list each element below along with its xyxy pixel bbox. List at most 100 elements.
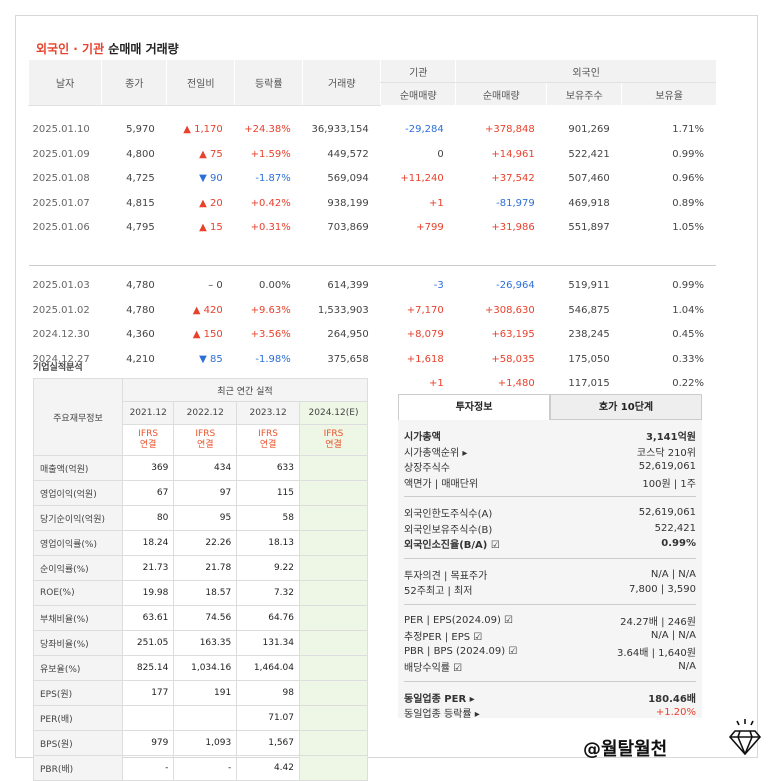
invest-group: 외국인한도주식수(A) 52,619,061 외국인보유주식수(B) 522,421 외… <box>404 503 696 559</box>
cell-date: 2025.01.03 <box>32 280 90 292</box>
cell-for_net: +37,542 <box>491 173 535 185</box>
cell-for_net: +63,195 <box>491 329 535 341</box>
cell-rate: +9.63% <box>250 304 291 316</box>
fin-row-label: 당좌비율(%) <box>33 630 123 656</box>
fin-cell: 979 <box>121 730 175 756</box>
invest-group: 동일업종 PER ▸ 180.46배 동일업종 등락률 ▸ +1.20% <box>404 688 696 727</box>
cell-for_net: +308,630 <box>485 304 535 316</box>
fin-cell: 21.73 <box>121 555 175 581</box>
cell-hold: 507,460 <box>568 173 610 185</box>
cell-rate: +24.38% <box>244 124 291 136</box>
col-date: 날자 <box>27 60 102 106</box>
cell-rate: -1.87% <box>255 173 291 185</box>
fin-cell: 19.98 <box>121 580 175 606</box>
invest-row: 동일업종 PER ▸ 180.46배 <box>404 690 696 706</box>
fin-cell: 177 <box>121 680 175 706</box>
fin-row: PER(배) 71.07 <box>33 705 368 731</box>
tab-order-book[interactable]: 호가 10단계 <box>550 394 702 420</box>
tab-invest-info[interactable]: 투자정보 <box>398 394 550 420</box>
cell-ratio: 0.96% <box>672 173 704 185</box>
fin-row-label: 부채비율(%) <box>33 605 123 631</box>
invest-row: 액면가 | 매매단위 100원 | 1주 <box>404 475 696 491</box>
cell-rate: +1.59% <box>250 148 291 160</box>
fin-cell: 251.05 <box>121 630 175 656</box>
table-row: 2024.12.30 4,360 ▲ 150 +3.56% 264,950 +8,079 +… <box>29 323 717 348</box>
col-for-ratio: 보유율 <box>621 82 716 105</box>
invest-label: 동일업종 PER ▸ <box>404 693 475 705</box>
invest-body: 시가총액 3,141억원 시가총액순위 ▸ 코스닥 210위 상장주식수 52,619,0… <box>398 420 702 720</box>
fin-cell <box>299 730 368 756</box>
fin-row: 영업이익(억원) 67 97 115 <box>33 480 368 506</box>
cell-volume: 703,869 <box>327 222 369 234</box>
fin-cell <box>299 455 368 481</box>
cell-date: 2025.01.02 <box>32 304 90 316</box>
cell-date: 2025.01.10 <box>32 124 90 136</box>
cell-volume: 375,658 <box>327 353 369 365</box>
fin-row: 매출액(억원) 369 434 633 <box>33 455 368 481</box>
fin-cell: 74.56 <box>173 605 238 631</box>
cell-ratio: 1.04% <box>672 304 704 316</box>
invest-row: 투자의견 | 목표주가 N/A | N/A <box>404 567 696 583</box>
fin-cell: 1,093 <box>173 730 238 756</box>
invest-label: PBR | BPS (2024.09) ☑ <box>404 645 518 657</box>
col-for-hold: 보유주수 <box>546 82 622 105</box>
page-frame <box>15 15 758 758</box>
fin-row: 당기순이익(억원) 80 95 58 <box>33 505 368 531</box>
fin-cell: 1,464.04 <box>236 655 300 681</box>
cell-diff: ▲ 20 <box>199 197 223 209</box>
cell-diff: ▲ 75 <box>199 148 223 160</box>
fin-row-label: 당기순이익(억원) <box>33 505 123 531</box>
fin-cell: 64.76 <box>236 605 300 631</box>
invest-value: 180.46배 <box>648 693 696 705</box>
cell-close: 4,360 <box>126 329 155 341</box>
cell-rate: 0.00% <box>258 280 291 292</box>
invest-label: 액면가 | 매매단위 <box>404 478 479 490</box>
col-close: 종가 <box>101 60 167 106</box>
fin-cell: 58 <box>236 505 300 531</box>
invest-row: 배당수익률 ☑ N/A <box>404 659 696 675</box>
cell-inst: +1,618 <box>406 353 444 365</box>
invest-value: 100원 | 1주 <box>642 478 696 490</box>
fin-cell: 369 <box>121 455 175 481</box>
cell-hold: 117,015 <box>568 378 610 390</box>
fin-cell <box>299 580 368 606</box>
cell-hold: 522,421 <box>568 148 610 160</box>
cell-inst: 0 <box>437 148 444 160</box>
cell-for_net: -26,964 <box>496 280 535 292</box>
invest-value: N/A | N/A <box>650 630 696 642</box>
financial-table: 주요재무정보 최근 연간 실적 2021.12 2022.12 2023.12 202… <box>33 378 368 781</box>
col-rate: 등락률 <box>234 60 303 106</box>
cell-hold: 551,897 <box>568 222 610 234</box>
fin-cell <box>299 655 368 681</box>
table-row: 2025.01.09 4,800 ▲ 75 +1.59% 449,572 0 +14,961… <box>29 142 717 167</box>
invest-label: 52주최고 | 최저 <box>404 586 473 598</box>
cell-diff: ▲ 15 <box>199 222 223 234</box>
invest-row: 외국인한도주식수(A) 52,619,061 <box>404 505 696 521</box>
invest-row: 외국인보유주식수(B) 522,421 <box>404 521 696 537</box>
fin-row: PBR(배) - -4.42 <box>33 755 368 781</box>
fin-cell: 131.34 <box>236 630 300 656</box>
invest-row: PER | EPS(2024.09) ☑ 24.27배 | 246원 <box>404 613 696 629</box>
fin-cell: 18.57 <box>173 580 238 606</box>
col-foreign: 외국인 <box>455 60 716 83</box>
fin-year: 2022.12 <box>173 401 238 425</box>
fin-row-label: 순이익률(%) <box>33 555 123 581</box>
cell-close: 4,210 <box>126 353 155 365</box>
fin-cell <box>173 705 238 731</box>
cell-rate: -1.98% <box>255 353 291 365</box>
fin-row-header: 주요재무정보 <box>33 378 123 456</box>
cell-volume: 36,933,154 <box>311 124 369 136</box>
invest-row: 외국인소진율(B/A) ☑ 0.99% <box>404 536 696 552</box>
cell-close: 4,780 <box>126 280 155 292</box>
fin-ifrs-label: IFRS 연결 <box>236 424 300 456</box>
table-row: 2025.01.08 4,725 ▼ 90 -1.87% 569,094 +11,240 +… <box>29 167 717 192</box>
table-row: 2025.01.10 5,970 ▲ 1,170 +24.38% 36,933,154 -… <box>29 118 717 143</box>
fin-cell: 71.07 <box>236 705 300 731</box>
col-inst: 기관 <box>380 60 456 83</box>
cell-for_net: +378,848 <box>485 124 535 136</box>
fin-year: 2024.12(E) <box>299 401 368 425</box>
invest-label: 시가총액순위 ▸ <box>404 447 468 459</box>
fin-row-label: 매출액(억원) <box>33 455 123 481</box>
fin-cell: 18.24 <box>121 530 175 556</box>
fin-row-label: ROE(%) <box>33 580 123 606</box>
